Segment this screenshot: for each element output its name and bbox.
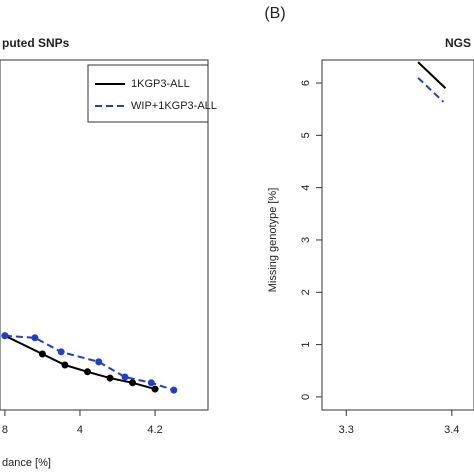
y-tick-label: 1 bbox=[300, 342, 312, 348]
data-point bbox=[61, 361, 69, 369]
series-line bbox=[417, 77, 445, 103]
panel-label: (B) bbox=[264, 5, 285, 22]
data-point bbox=[83, 368, 91, 376]
data-point bbox=[38, 350, 46, 358]
y-tick-label: 0 bbox=[300, 394, 312, 400]
legend-box bbox=[87, 64, 209, 123]
x-axis-label: dance [%] bbox=[2, 457, 51, 469]
data-point bbox=[151, 385, 159, 393]
x-tick-label: 3.4 bbox=[444, 424, 459, 436]
plot-area bbox=[1, 332, 178, 394]
chart-title: NGS bbox=[445, 36, 471, 50]
x-tick-label: 4 bbox=[77, 424, 83, 436]
data-point bbox=[147, 379, 155, 387]
y-tick-label: 4 bbox=[300, 185, 312, 191]
chart-title: puted SNPs bbox=[2, 36, 70, 50]
data-point bbox=[129, 379, 137, 387]
y-tick-label: 6 bbox=[300, 80, 312, 86]
data-point bbox=[31, 334, 39, 342]
y-tick-label: 2 bbox=[300, 289, 312, 295]
data-point bbox=[57, 348, 65, 356]
plot-frame bbox=[321, 59, 474, 411]
data-point bbox=[121, 373, 129, 381]
y-tick-label: 5 bbox=[300, 132, 312, 138]
series-line bbox=[417, 61, 447, 89]
plot-area bbox=[417, 61, 447, 103]
data-point bbox=[170, 386, 178, 394]
data-point bbox=[1, 332, 9, 340]
x-tick-label: 8 bbox=[2, 424, 8, 436]
legend-label: 1KGP3-ALL bbox=[131, 78, 190, 90]
x-tick-label: 3.3 bbox=[339, 424, 354, 436]
y-tick-label: 3 bbox=[300, 237, 312, 243]
data-point bbox=[95, 358, 103, 366]
y-axis-label: Missing genotype [%] bbox=[267, 188, 279, 293]
legend-label: WIP+1KGP3-ALL bbox=[131, 100, 217, 112]
x-tick-label: 4.2 bbox=[147, 424, 162, 436]
data-point bbox=[106, 374, 114, 382]
plot-frame bbox=[0, 59, 209, 411]
